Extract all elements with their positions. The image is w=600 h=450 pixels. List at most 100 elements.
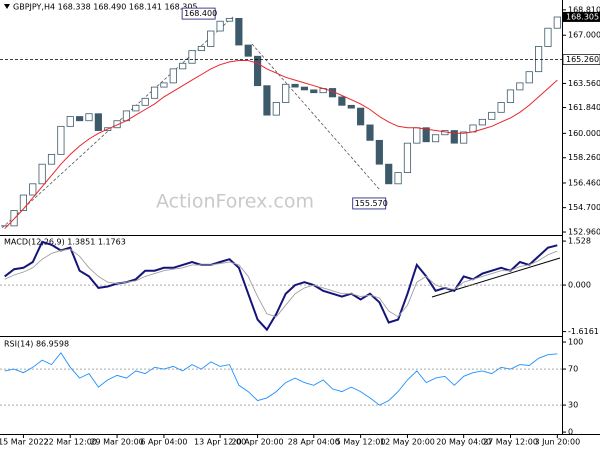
trendline [251, 43, 381, 191]
candle [244, 44, 252, 57]
y-tick-label: 168.810 [568, 5, 600, 14]
candle [29, 183, 37, 196]
candle [132, 104, 140, 112]
x-tick-label: 20 Apr 20:00 [231, 438, 283, 447]
y-tick-label: -1.6161 [568, 327, 599, 336]
candle [113, 120, 121, 129]
x-tick-label: 5 May 12:00 [336, 438, 386, 447]
candle [57, 125, 65, 155]
candle [506, 89, 515, 103]
candle [38, 163, 46, 185]
candle [197, 46, 205, 52]
y-tick-label: 0.000 [568, 281, 591, 290]
x-tick-label: 3 Jun 20:00 [534, 438, 580, 447]
candle [516, 82, 524, 91]
y-tick-label: 0 [568, 428, 573, 437]
candle [338, 96, 346, 106]
candle [375, 139, 383, 165]
y-tick-label: 30 [568, 401, 578, 410]
y-tick-label: 156.460 [568, 178, 600, 187]
x-tick-label: 13 Apr 12:00 [194, 438, 246, 447]
candle [525, 71, 533, 84]
symbol-arrow [4, 4, 10, 9]
line-series [4, 60, 558, 230]
candle [422, 127, 430, 143]
candle [478, 118, 486, 126]
candle [553, 16, 561, 29]
annotation-box [181, 7, 216, 20]
candle [431, 134, 440, 143]
y-tick-label: 167.000 [568, 31, 600, 40]
level-box [562, 54, 600, 65]
candle [385, 163, 393, 185]
candle [19, 194, 28, 211]
candle [291, 83, 299, 88]
candle [263, 85, 271, 116]
candle [47, 153, 56, 165]
candle [207, 30, 215, 47]
candle [94, 113, 102, 131]
candle [160, 82, 168, 88]
candle [347, 104, 355, 109]
current-price-label: 168.305 [566, 12, 599, 21]
y-tick-label: 160.000 [568, 129, 600, 138]
y-tick-label: 163.560 [568, 79, 600, 88]
y-tick-label: 70 [568, 365, 578, 374]
x-tick-label: 28 Apr 04:00 [288, 438, 340, 447]
candle [216, 20, 224, 32]
candle [535, 46, 543, 73]
macd-title: MACD(12,26,9) 1.3851 1.1763 [4, 238, 126, 247]
candle [76, 116, 84, 122]
y-tick-label: 1.528 [568, 237, 591, 246]
frames [0, 0, 600, 435]
candle [450, 130, 458, 144]
candle [169, 68, 177, 84]
candle [544, 27, 552, 47]
line-series [4, 248, 558, 318]
candle [488, 111, 496, 120]
y-tick-label: 100 [568, 338, 583, 347]
candle [188, 50, 196, 64]
annotation-label: 155.570 [355, 199, 388, 208]
watermark: ActionForex.com [156, 191, 314, 213]
candle [413, 127, 421, 144]
candle [85, 113, 93, 122]
candle [394, 172, 402, 185]
candle [253, 55, 262, 87]
x-tick-label: 6 Apr 04:00 [140, 438, 187, 447]
chart-title: GBPJPY,H4 168.338 168.490 168.141 168.30… [13, 3, 198, 12]
candle [235, 18, 243, 46]
candle [310, 89, 318, 94]
candle [272, 102, 280, 116]
annotation-label: 168.400 [184, 9, 217, 18]
candle [366, 124, 374, 141]
current-price-box [563, 11, 600, 22]
candle [403, 142, 412, 174]
y-tick-label: 158.260 [568, 153, 600, 162]
candle [497, 102, 505, 113]
candle [357, 107, 365, 126]
candle [141, 97, 149, 106]
annotation-box [352, 197, 387, 210]
x-tick-label: 15 Mar 2022 [0, 438, 49, 447]
y-tick-label: 161.840 [568, 103, 600, 112]
candle [300, 86, 309, 91]
candle [66, 116, 74, 127]
y-tick-label: 152.960 [568, 228, 600, 237]
candle [225, 18, 234, 22]
rsi-title: RSI(14) 86.9598 [4, 340, 69, 349]
x-tick-label: 29 Mar 20:00 [90, 438, 143, 447]
candle [179, 62, 187, 70]
x-tick-label: 22 Mar 12:00 [44, 438, 97, 447]
candle [150, 86, 159, 99]
x-tick-label: 20 May 04:00 [436, 438, 491, 447]
level-label: 165.260 [566, 55, 599, 64]
candle [10, 210, 18, 227]
candle [460, 131, 468, 144]
x-tick-label: 12 May 20:00 [380, 438, 435, 447]
candle [282, 83, 290, 103]
line-series [4, 240, 558, 332]
y-tick-label: 154.700 [568, 203, 600, 212]
